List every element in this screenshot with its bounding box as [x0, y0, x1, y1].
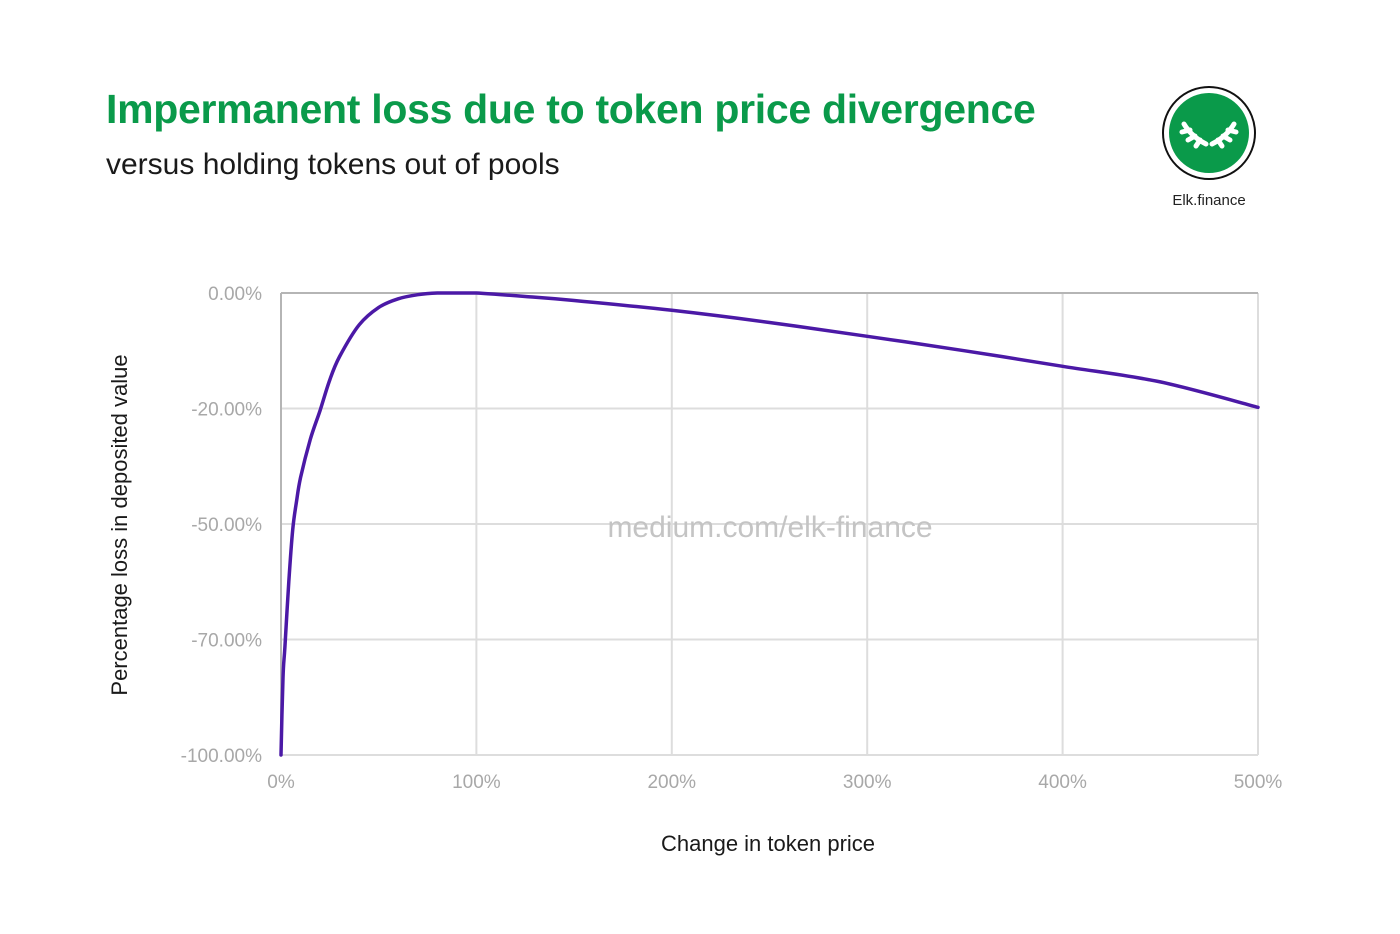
y-tick-label: -70.00% [191, 631, 262, 652]
x-axis-label: Change in token price [661, 831, 875, 856]
y-tick-label: -100.00% [181, 746, 262, 767]
x-tick-label: 100% [452, 772, 501, 793]
watermark-text: medium.com/elk-finance [607, 511, 932, 544]
brand-name: Elk.finance [1172, 192, 1246, 209]
chart-title: Impermanent loss due to token price dive… [106, 86, 1036, 132]
x-tick-label: 300% [843, 772, 892, 793]
x-tick-label: 500% [1234, 772, 1283, 793]
x-tick-label: 200% [647, 772, 696, 793]
chart-grid [280, 292, 1259, 756]
brand-logo: Elk.finance [1150, 84, 1268, 214]
y-axis-label: Percentage loss in deposited value [107, 354, 132, 695]
elk-antlers-icon [1162, 86, 1256, 180]
x-tick-label: 0% [267, 772, 295, 793]
series-line [279, 291, 1260, 757]
x-tick-label: 400% [1038, 772, 1087, 793]
y-tick-label: 0.00% [208, 284, 262, 305]
x-axis-ticks: 0% 100% 200% 300% 400% 500% [267, 772, 1282, 793]
chart-subtitle: versus holding tokens out of pools [106, 148, 560, 181]
y-tick-label: -50.00% [191, 515, 262, 536]
y-axis-ticks: 0.00% -20.00% -50.00% -70.00% -100.00% [181, 284, 262, 767]
y-tick-label: -20.00% [191, 400, 262, 421]
